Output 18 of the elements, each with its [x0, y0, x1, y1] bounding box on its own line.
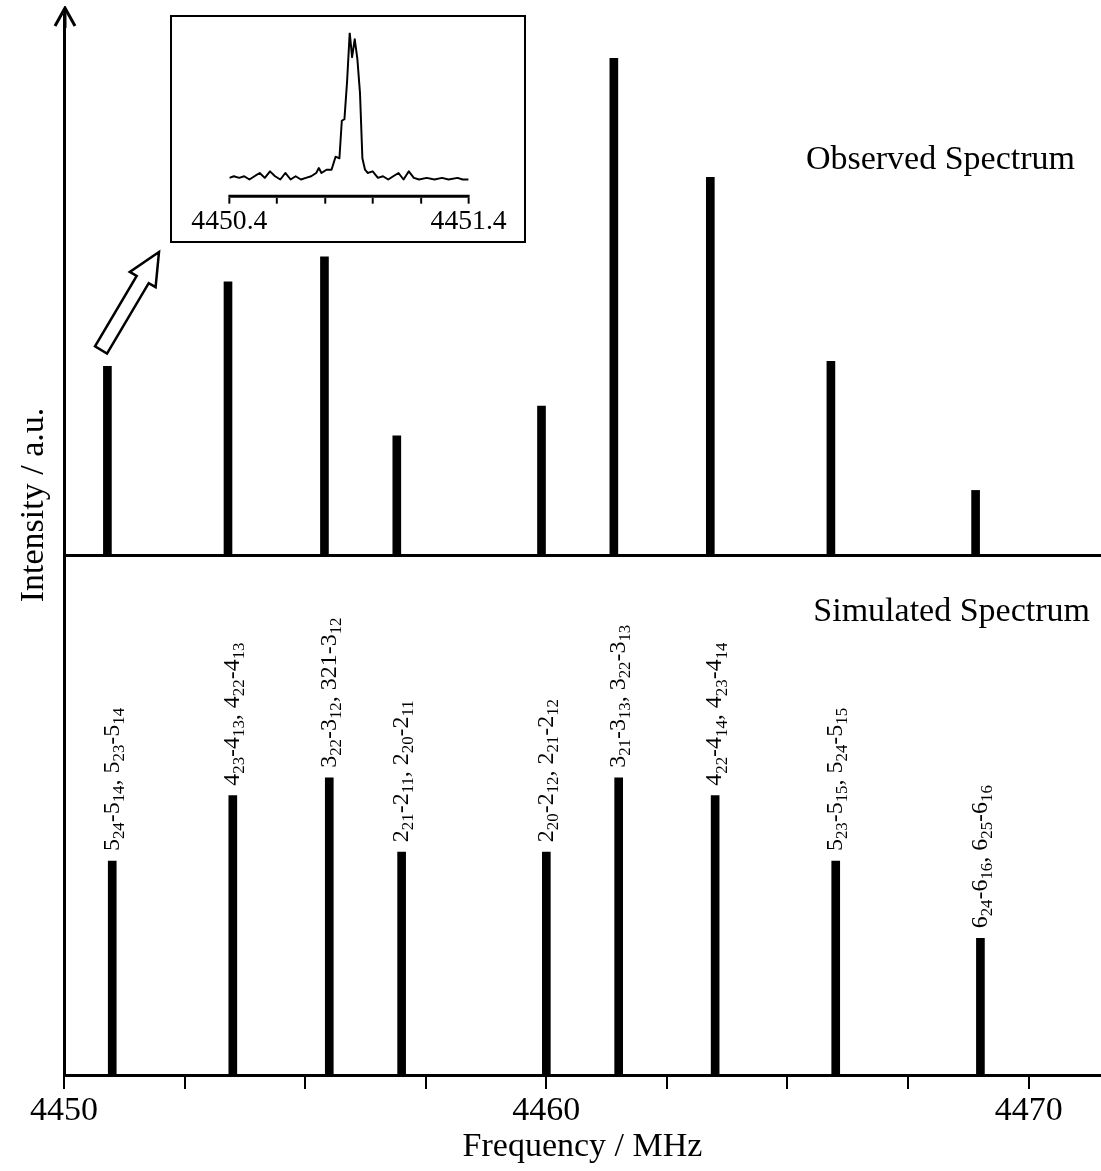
annotation: 220-212, 221-212 [531, 699, 562, 843]
annotation: 221-211, 220-211 [386, 700, 418, 843]
annotation: 524-514, 523-514 [97, 707, 128, 852]
x-axis-title: Frequency / MHz [462, 1125, 703, 1163]
annotation: 321-313, 322-313 [603, 624, 635, 768]
chart-title: Simulated Spectrum [813, 590, 1090, 628]
text: Observed Spectrum [805, 138, 1075, 176]
y-axis-title: Intensity / a.u. [13, 407, 51, 603]
x-tick-label: 4450 [30, 1090, 98, 1128]
annotation: 523-515, 524-515 [821, 707, 852, 852]
annotation: 422-414, 423-414 [700, 641, 731, 786]
x-tick-label: 4470 [994, 1090, 1063, 1128]
annotation: 322-312, 321-312 [314, 617, 345, 768]
annotation: 423-413, 422-413 [218, 642, 249, 786]
x-tick-label: 4460 [512, 1090, 581, 1128]
annotation: 624-616, 625-616 [965, 785, 997, 929]
x-tick-label: 4451.4 [430, 204, 507, 236]
x-tick-label: 4450.4 [191, 204, 268, 236]
